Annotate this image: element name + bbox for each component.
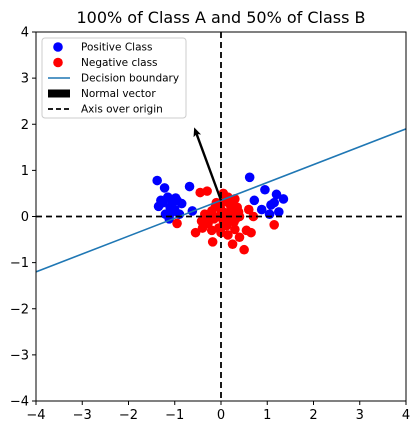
data-point	[256, 204, 267, 215]
x-tick-label: −4	[26, 408, 45, 423]
data-point	[278, 194, 289, 204]
data-point	[158, 197, 168, 208]
data-point	[206, 225, 217, 236]
data-point	[170, 193, 181, 203]
y-tick-label: −3	[10, 348, 29, 363]
y-tick-label: 0	[21, 210, 29, 225]
data-point	[196, 216, 207, 226]
data-point	[271, 189, 282, 200]
data-point	[159, 183, 170, 193]
data-point	[269, 220, 279, 230]
y-tick-label: 3	[21, 72, 29, 87]
y-tick-label: −1	[10, 256, 29, 271]
legend-label: Normal vector	[81, 88, 156, 100]
data-point	[226, 206, 236, 216]
data-point	[269, 197, 279, 208]
normal-vector-arrow	[193, 127, 223, 201]
y-tick-label: 4	[21, 26, 29, 41]
legend-label: Axis over origin	[81, 104, 163, 116]
legend: Positive Class Negative class Decision bou…	[41, 37, 187, 119]
legend-box	[41, 37, 187, 119]
x-tick-label: −2	[119, 408, 138, 423]
y-tick-label: −4	[10, 395, 29, 410]
data-point	[207, 237, 218, 247]
x-tick-label: −1	[165, 408, 184, 423]
series-negative-class	[172, 186, 279, 255]
x-tick-label: 1	[263, 408, 271, 423]
data-point	[227, 239, 238, 249]
legend-bar	[48, 89, 70, 98]
data-point	[202, 186, 212, 196]
series-positive-class	[152, 172, 289, 224]
data-point	[223, 230, 233, 240]
y-tick-label: 2	[21, 118, 29, 133]
data-point	[172, 218, 182, 229]
y-tick-label: 1	[21, 164, 29, 179]
data-point	[234, 232, 245, 243]
data-point	[239, 244, 249, 255]
x-tick-label: 3	[356, 408, 364, 423]
x-tick-label: 0	[217, 408, 225, 423]
legend-label: Positive Class	[81, 42, 152, 54]
decision-boundary-line	[36, 128, 406, 273]
data-point	[221, 220, 232, 231]
axes: −4 −3 −2 −1 0 1 2 3 4 −4 −3 −2 −1 0 1 2 3 4	[10, 26, 410, 424]
data-point	[152, 175, 162, 186]
data-point	[184, 181, 195, 192]
data-point	[230, 224, 240, 235]
x-tick-label: 2	[309, 408, 317, 423]
data-point	[274, 207, 284, 217]
data-point	[249, 195, 260, 206]
data-point	[190, 227, 201, 238]
data-point	[231, 214, 241, 224]
chart-title: 100% of Class A and 50% of Class B	[76, 8, 365, 27]
data-point	[244, 172, 255, 183]
legend-label: Negative class	[81, 57, 158, 69]
legend-label: Decision boundary	[81, 73, 179, 85]
data-point	[246, 227, 256, 238]
y-tick-label: −2	[10, 302, 29, 317]
data-point	[248, 211, 259, 222]
legend-marker	[53, 57, 63, 68]
legend-marker	[53, 42, 63, 52]
plot-clip-group	[36, 32, 406, 401]
x-tick-label: −3	[73, 408, 92, 423]
plot-area	[36, 32, 406, 401]
x-tick-label: 4	[402, 408, 410, 423]
data-point	[260, 184, 270, 195]
data-point	[243, 204, 254, 215]
